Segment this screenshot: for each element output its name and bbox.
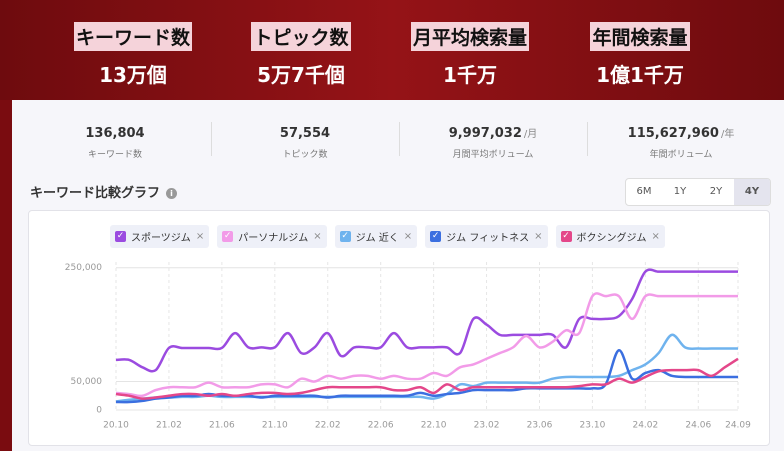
x-tick-label: 21.02 <box>156 421 182 431</box>
series-line <box>115 357 739 400</box>
stat: 57,554 トピック数 <box>212 122 398 160</box>
x-tick-label: 23.10 <box>580 421 606 431</box>
stat-value: 9,997,032 <box>448 126 522 141</box>
range-button[interactable]: 4Y <box>734 179 770 205</box>
series-line <box>115 292 738 398</box>
x-tick-label: 22.10 <box>421 421 447 431</box>
legend-remove[interactable]: × <box>195 231 205 242</box>
x-tick-label: 24.02 <box>632 421 658 431</box>
legend-remove[interactable]: × <box>403 231 413 242</box>
legend-checkbox[interactable]: ✓ <box>430 231 442 242</box>
stat: 115,627,960/年 年間ボリューム <box>588 122 774 160</box>
legend-label: ジム フィットネス <box>446 233 530 244</box>
section-title: キーワード比較グラフ i <box>30 182 178 201</box>
range-buttons: 6M 1Y 2Y 4Y <box>625 178 771 206</box>
legend-item[interactable]: ✓ ボクシングジム × <box>555 225 665 248</box>
stat-label: キーワード数 <box>87 150 142 160</box>
separator <box>399 122 400 156</box>
highlight: 年間検索量 1億1千万 <box>540 22 740 88</box>
x-tick-label: 20.10 <box>103 421 129 431</box>
series-line <box>115 348 738 404</box>
legend-label: ボクシングジム <box>576 233 647 244</box>
stat-unit: /年 <box>720 129 735 140</box>
highlight-value: 1千万 <box>443 63 497 87</box>
separator <box>587 122 588 156</box>
x-tick-label: 24.06 <box>685 421 711 431</box>
range-button[interactable]: 2Y <box>709 186 723 197</box>
stat-value: 57,554 <box>279 126 331 141</box>
legend-remove[interactable]: × <box>313 231 322 242</box>
stat-label: 年間ボリューム <box>649 150 713 160</box>
legend-checkbox[interactable]: ✓ <box>222 231 234 242</box>
x-tick-label: 24.09 <box>725 421 751 431</box>
legend-remove[interactable]: × <box>651 231 660 242</box>
highlight-label: キーワード数 <box>73 22 192 51</box>
y-tick-label: 50,000 <box>71 377 103 387</box>
x-tick-label: 21.10 <box>262 421 288 431</box>
separator <box>211 122 212 156</box>
range-button[interactable]: 6M <box>636 186 652 197</box>
legend-label: ジム 近く <box>355 233 399 244</box>
legend-item[interactable]: ✓ スポーツジム × <box>110 225 210 248</box>
legend-label: パーソナルジム <box>238 233 309 244</box>
legend-item[interactable]: ✓ ジム 近く × <box>334 225 418 248</box>
stat-unit: /月 <box>523 129 538 140</box>
highlight-label: 年間検索量 <box>590 22 690 51</box>
highlight-value: 5万7千個 <box>257 63 345 87</box>
section-title-text: キーワード比較グラフ <box>30 186 161 201</box>
highlight-label: 月平均検索量 <box>410 22 529 51</box>
stat: 136,804 キーワード数 <box>22 122 208 160</box>
card: 136,804 キーワード数 57,554 トピック数 9,997,032/月月間平… <box>12 100 784 451</box>
legend: ✓ スポーツジム × ✓ パーソナルジム × ✓ ジム 近く × ✓ ジム フィットネス × ✓ ボクシン… <box>110 225 665 248</box>
banner: キーワード数 13万個 トピック数 5万7千個 月平均検索量 1千万 年間検索量 1億1… <box>0 0 784 100</box>
highlight: キーワード数 13万個 <box>33 22 233 88</box>
stat-value: 115,627,960 <box>627 126 719 141</box>
highlight-value: 1億1千万 <box>596 63 684 87</box>
y-tick-label: 0 <box>96 406 102 416</box>
x-tick-label: 22.02 <box>315 421 341 431</box>
x-tick-label: 22.06 <box>368 421 394 431</box>
y-tick-label: 250,000 <box>65 263 102 273</box>
x-tick-label: 23.06 <box>527 421 553 431</box>
legend-checkbox[interactable]: ✓ <box>115 231 126 242</box>
stat-label: 月間平均ボリューム <box>452 150 534 160</box>
range-button[interactable]: 1Y <box>673 186 687 197</box>
chart-box <box>28 210 770 446</box>
x-tick-label: 23.02 <box>474 421 500 431</box>
legend-checkbox[interactable]: ✓ <box>339 231 351 242</box>
highlight: 月平均検索量 1千万 <box>370 22 570 88</box>
stat-value: 136,804 <box>85 126 145 141</box>
legend-item[interactable]: ✓ パーソナルジム × <box>217 225 327 248</box>
legend-label: スポーツジム <box>131 233 191 244</box>
x-tick-label: 21.06 <box>209 421 235 431</box>
stat: 9,997,032/月月間平均ボリューム <box>400 122 586 160</box>
stat-label: トピック数 <box>282 150 328 160</box>
highlight: トピック数 5万7千個 <box>201 22 401 88</box>
highlight-value: 13万個 <box>99 63 167 87</box>
legend-checkbox[interactable]: ✓ <box>560 231 572 242</box>
legend-remove[interactable]: × <box>534 231 543 242</box>
legend-item[interactable]: ✓ ジム フィットネス × <box>425 225 548 248</box>
series-line <box>115 268 738 373</box>
info-icon[interactable]: i <box>166 188 178 199</box>
highlight-label: トピック数 <box>251 22 351 51</box>
